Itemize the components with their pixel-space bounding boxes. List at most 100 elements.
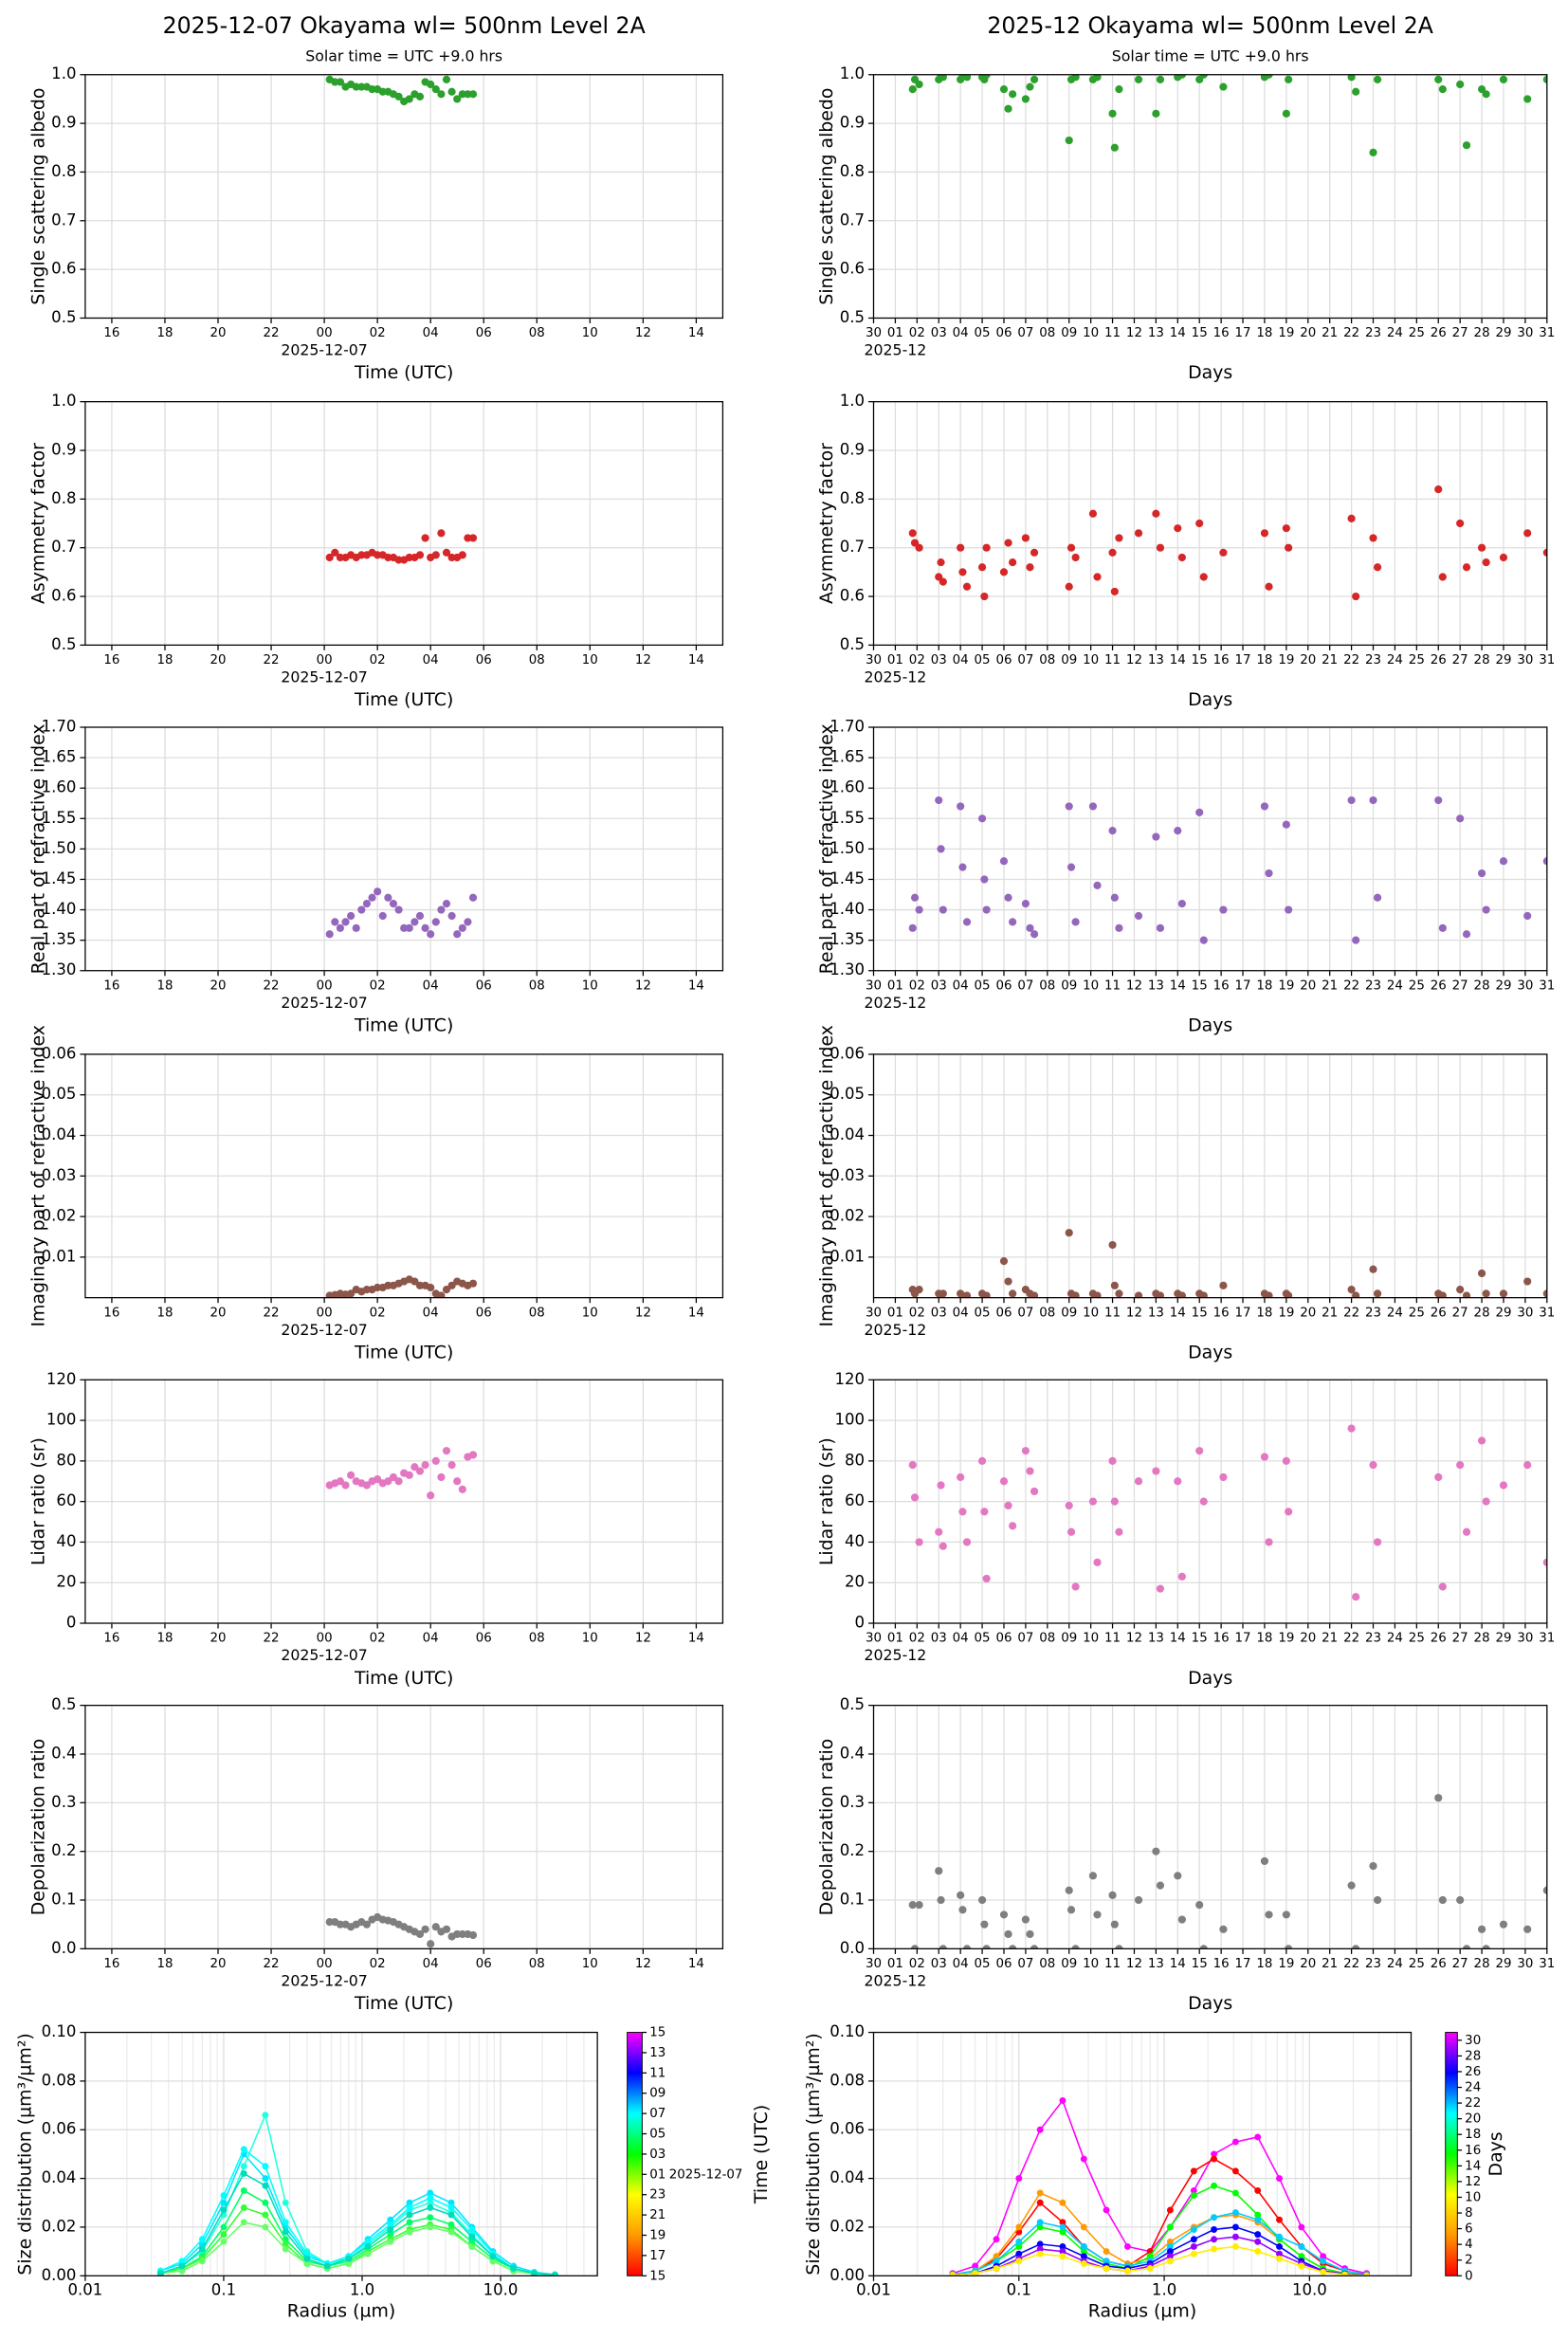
x-tick-label: 20 xyxy=(210,1306,226,1320)
point xyxy=(374,1283,382,1292)
size-point xyxy=(262,2163,269,2170)
point xyxy=(468,90,478,99)
x-tick-label: 0.1 xyxy=(211,2281,236,2299)
size-point xyxy=(1124,2267,1131,2275)
x-tick-label: 14 xyxy=(1170,653,1186,667)
x-tick-label: 02 xyxy=(909,978,925,993)
point xyxy=(1093,1910,1102,1919)
x-tick-label: 31 xyxy=(1539,653,1555,667)
size-point xyxy=(1254,2231,1262,2239)
x-tick-label: 06 xyxy=(995,1957,1012,1971)
y-tick-label: 120 xyxy=(835,1370,866,1388)
point xyxy=(937,558,945,567)
x-tick-label: 28 xyxy=(1474,326,1490,340)
point xyxy=(1009,1522,1017,1530)
point xyxy=(1093,881,1102,889)
point xyxy=(1373,1538,1382,1546)
point xyxy=(394,556,403,564)
y-tick-label: 0 xyxy=(855,1614,866,1632)
x-tick-label: 07 xyxy=(1017,653,1033,667)
point xyxy=(999,1910,1009,1919)
point xyxy=(977,814,987,823)
point xyxy=(415,911,425,921)
point xyxy=(1482,1497,1490,1506)
x-tick-label: 15 xyxy=(1192,1957,1208,1971)
size-point xyxy=(1190,2236,1197,2243)
y-tick-label: 0.8 xyxy=(840,489,865,507)
point xyxy=(400,923,409,932)
plot-area xyxy=(908,1229,1547,1298)
point xyxy=(980,875,989,884)
point xyxy=(1523,1461,1532,1470)
x-tick-label: 21 xyxy=(1322,978,1338,993)
colorbar-tick-label: 14 xyxy=(1465,2159,1481,2173)
plot-area xyxy=(949,2096,1371,2276)
point xyxy=(957,802,965,811)
point xyxy=(977,563,987,572)
y-tick-label: 0.7 xyxy=(840,210,865,229)
x-tick-label: 17 xyxy=(1235,1632,1251,1646)
colorbar-label: Days xyxy=(1486,2131,1506,2176)
size-point xyxy=(1211,2150,1218,2158)
x-axis-label: Days xyxy=(1188,1015,1232,1036)
point xyxy=(368,85,376,94)
point xyxy=(336,78,345,86)
x-tick-label: 16 xyxy=(1213,978,1230,993)
x-axis-label: Time (UTC) xyxy=(354,1342,453,1362)
x-tick-label: 06 xyxy=(995,653,1012,667)
axes-frame xyxy=(872,401,1548,647)
colorbar-tick-label: 18 xyxy=(1465,2128,1481,2142)
x-tick-label: 05 xyxy=(975,1632,991,1646)
size-point xyxy=(262,2182,269,2189)
point xyxy=(1482,1945,1490,1949)
x-tick-label: 27 xyxy=(1452,978,1468,993)
point xyxy=(1108,109,1117,118)
size-point xyxy=(447,2211,455,2219)
point xyxy=(1438,85,1447,94)
size-point xyxy=(1036,2240,1044,2248)
size-point xyxy=(262,2211,269,2219)
x-tick-label: 06 xyxy=(476,653,492,667)
point xyxy=(1030,930,1039,939)
size-point xyxy=(262,2175,269,2183)
y-axis-label: Imaginary part of refractive index xyxy=(28,1025,49,1326)
x-axis-label: Time (UTC) xyxy=(354,689,453,710)
size-point xyxy=(220,2199,228,2206)
size-point xyxy=(262,2223,269,2231)
point xyxy=(1462,563,1471,572)
y-tick-label: 0.9 xyxy=(840,441,865,459)
point xyxy=(1071,1945,1080,1949)
y-tick-label: 0.3 xyxy=(51,1793,76,1811)
point xyxy=(982,74,991,79)
point xyxy=(1369,1461,1377,1470)
x-tick-label: 29 xyxy=(1495,978,1511,993)
size-point xyxy=(282,2228,289,2236)
y-tick-label: 1.30 xyxy=(830,960,865,978)
x-tick-label: 04 xyxy=(953,1957,969,1971)
point xyxy=(1462,1527,1471,1536)
size-point xyxy=(1036,2126,1044,2133)
size-point xyxy=(447,2199,455,2206)
y-tick-label: 0.8 xyxy=(51,489,76,507)
point xyxy=(1156,543,1165,552)
x-tick-label: 06 xyxy=(476,1306,492,1320)
size-point xyxy=(282,2199,289,2206)
plot-area xyxy=(325,1447,478,1500)
size-point xyxy=(1059,2253,1067,2260)
x-tick-label: 04 xyxy=(423,653,439,667)
point xyxy=(1021,1915,1030,1924)
x-tick-label: 04 xyxy=(423,978,439,993)
x-tick-label: 07 xyxy=(1017,1632,1033,1646)
point xyxy=(1499,75,1508,83)
point xyxy=(1195,1447,1204,1455)
x-tick-label: 10 xyxy=(582,326,598,340)
x-tick-label: 15 xyxy=(1192,1632,1208,1646)
y-tick-label: 0.5 xyxy=(840,1695,865,1713)
x-axis-label: Days xyxy=(1188,1342,1232,1362)
x-tick-label: 25 xyxy=(1409,1306,1425,1320)
point xyxy=(1369,1861,1377,1871)
point xyxy=(1156,1291,1165,1298)
x-tick-label: 02 xyxy=(370,1632,386,1646)
y-tick-label: 0.02 xyxy=(42,1207,77,1225)
y-axis-label: Lidar ratio (sr) xyxy=(816,1437,837,1565)
